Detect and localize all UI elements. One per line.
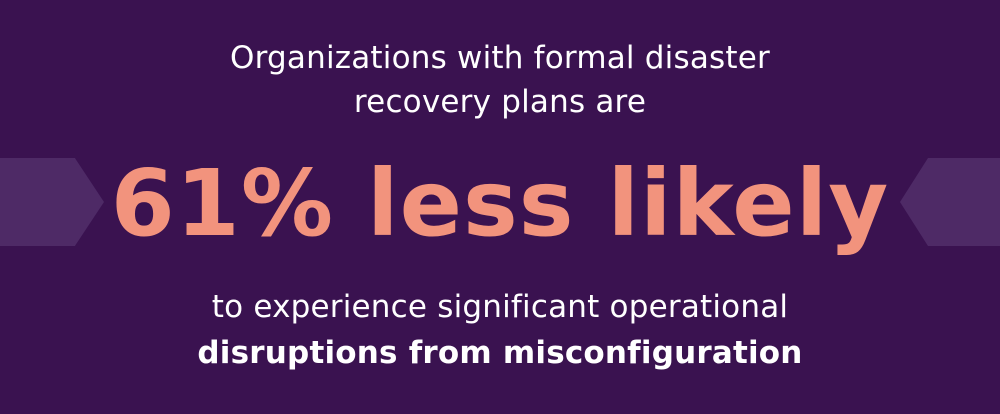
outro-line-2: disruptions from misconfiguration <box>197 335 803 371</box>
intro-line-1: Organizations with formal disaster <box>230 40 770 76</box>
headline-statistic: 61% less likely <box>110 150 890 257</box>
intro-text: Organizations with formal disaster recov… <box>0 36 1000 124</box>
outro-line-1: to experience significant operational <box>211 289 789 325</box>
outro-text: to experience significant operational di… <box>0 284 1000 376</box>
intro-line-2: recovery plans are <box>353 84 647 120</box>
